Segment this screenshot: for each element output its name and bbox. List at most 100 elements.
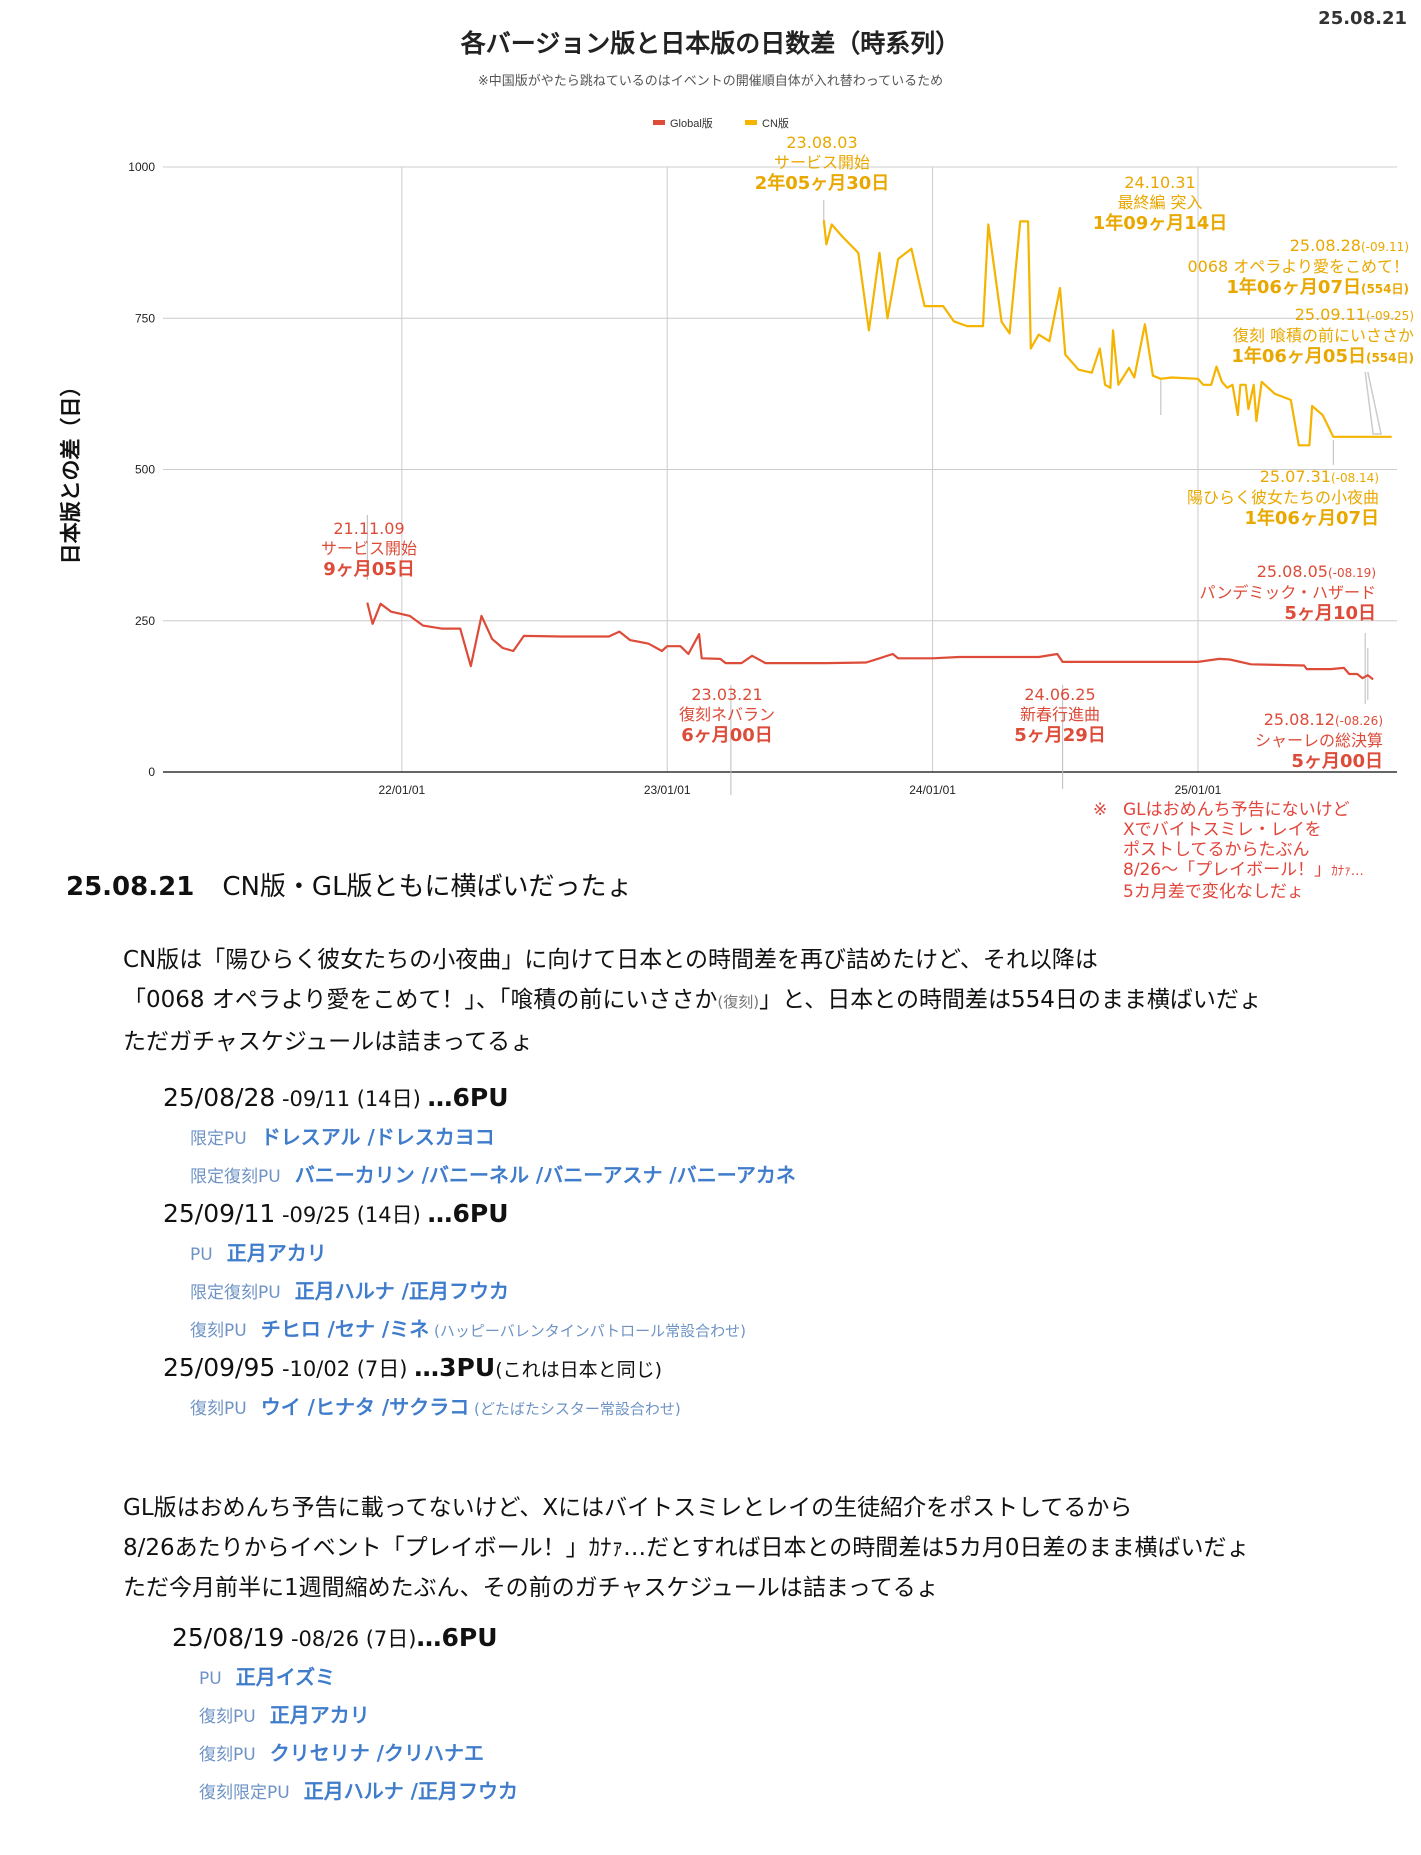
pickup-row: 復刻PU クリセリナ /クリハナエ: [199, 1734, 518, 1772]
annotation-date: 21.11.09: [333, 519, 405, 538]
schedule-start: 25/09/95: [163, 1353, 276, 1382]
annotation-diff: 1年06ヶ月05日: [1231, 346, 1366, 367]
annotation-diff: 5ヶ月10日: [1284, 603, 1376, 624]
annotation-diff: 6ヶ月00日: [681, 725, 773, 746]
note-line: 8/26～「プレイボール！」: [1123, 860, 1332, 880]
paragraph-line: ただ今月前半に1週間縮めたぶん、その前のガチャスケジュールは詰まってるょ: [123, 1575, 939, 1601]
annotation-event: パンデミック・ハザード: [1199, 583, 1376, 602]
annotation-date: 24.10.31: [1124, 173, 1196, 192]
pickup-names: ドレスアル /ドレスカヨコ: [260, 1125, 495, 1149]
annotation-event: 復刻 喰積の前にいささか: [1232, 326, 1414, 345]
annotation-cn-final: 24.10.31 最終編 突入 1年09ヶ月14日: [1093, 173, 1228, 235]
pickup-names: 正月アカリ: [226, 1241, 327, 1265]
annotation-date: 25.08.28: [1289, 236, 1361, 255]
pickup-row: 限定復刻PU 正月ハルナ /正月フウカ: [190, 1272, 796, 1310]
schedule-pu-count: …6PU: [427, 1199, 509, 1228]
gl-note: ※ GLはおめんち予告にないけど Xでバイトスミレ・レイを ポストしてるからたぶ…: [1093, 800, 1364, 902]
date-stamp: 25.08.21: [1318, 8, 1407, 29]
series-line-cn: [822, 220, 1392, 447]
annotation-gl-schale: 25.08.12(-08.26) シャーレの総決算 5ヶ月00日: [1255, 710, 1383, 773]
annotation-event: 陽ひらく彼女たちの小夜曲: [1186, 488, 1379, 507]
paragraph-line: GL版はおめんち予告に載ってないけど、Xにはバイトスミレとレイの生徒紹介をポスト…: [123, 1495, 1133, 1521]
legend-label: CN版: [762, 116, 789, 130]
schedule-pu-count: …6PU: [427, 1083, 509, 1112]
annotation-diff: 1年06ヶ月07日: [1226, 277, 1361, 298]
annotation-date: 23.03.21: [691, 685, 763, 704]
y-tick-label: 1000: [128, 160, 155, 174]
gl-paragraph: GL版はおめんち予告に載ってないけど、Xにはバイトスミレとレイの生徒紹介をポスト…: [123, 1488, 1250, 1608]
legend-label: Global版: [670, 116, 713, 130]
annotation-range: (-08.19): [1327, 566, 1376, 580]
pickup-row: PU 正月イズミ: [199, 1658, 518, 1696]
pickup-label: 復刻PU: [199, 1707, 256, 1727]
note-suffix: ｶﾅｧ…: [1331, 864, 1364, 879]
annotation-date: 25.07.31: [1259, 467, 1331, 486]
annotation-days: (554日): [1365, 351, 1414, 365]
annotation-diff: 5ヶ月29日: [1014, 725, 1106, 746]
pickup-names: 正月ハルナ /正月フウカ: [294, 1279, 509, 1303]
chart-title: 各バージョン版と日本版の日数差（時系列）: [460, 29, 961, 58]
paragraph-line: 」と、日本との時間差は554日のまま横ばいだょ: [759, 987, 1262, 1013]
note-line: 5カ月差で変化なしだょ: [1123, 882, 1304, 902]
annotation-event: 0068 オペラより愛をこめて！: [1187, 257, 1410, 276]
pickup-row: 復刻PU チヒロ /セナ /ミネ (ハッピーバレンタインパトロール常設合わせ): [190, 1310, 796, 1348]
annotation-date: 25.09.11: [1294, 305, 1366, 324]
annotation-cn-start: 23.08.03 サービス開始 2年05ヶ月30日: [755, 133, 890, 195]
annotation-range: (-08.26): [1334, 714, 1383, 728]
annotation-event: サービス開始: [320, 539, 418, 558]
line-chart: 0 250 500 750 1000 22/01/01 23/01/01 24/01/01 25…: [128, 116, 1397, 797]
annotation-event: シャーレの総決算: [1254, 731, 1383, 750]
y-axis-label: 日本版との差（日）: [59, 375, 83, 565]
pickup-label: PU: [190, 1245, 213, 1265]
annotation-cn-sayokyoku: 25.07.31(-08.14) 陽ひらく彼女たちの小夜曲 1年06ヶ月07日: [1187, 467, 1379, 530]
pickup-label: 復刻PU: [190, 1399, 247, 1419]
annotation-diff: 5ヶ月00日: [1291, 751, 1383, 772]
note-line: ポストしてるからたぶん: [1123, 840, 1310, 860]
schedule-heading: 25/08/28 -09/11 (14日) …6PU: [163, 1078, 796, 1118]
note-line: GLはおめんち予告にないけど: [1123, 800, 1350, 820]
legend-swatch: [745, 120, 757, 125]
paragraph-small: (復刻): [717, 993, 760, 1011]
x-tick-label: 23/01/01: [644, 783, 691, 797]
pickup-names: バニーカリン /バニーネル /バニーアスナ /バニーアカネ: [294, 1163, 796, 1187]
pickup-remark: (ハッピーバレンタインパトロール常設合わせ): [429, 1322, 747, 1340]
paragraph-line: CN版は「陽ひらく彼女たちの小夜曲」に向けて日本との時間差を再び詰めたけど、それ…: [123, 947, 1098, 973]
schedule-heading: 25/09/95 -10/02 (7日) …3PU(これは日本と同じ): [163, 1348, 796, 1388]
annotation-date: 24.06.25: [1024, 685, 1096, 704]
pickup-label: 復刻PU: [199, 1745, 256, 1765]
cn-schedule: 25/08/28 -09/11 (14日) …6PU 限定PU ドレスアル /ドレス…: [163, 1078, 796, 1426]
note-line: Xでバイトスミレ・レイを: [1123, 820, 1322, 840]
paragraph-line: ただガチャスケジュールは詰まってるょ: [123, 1029, 534, 1055]
annotation-date: 23.08.03: [786, 133, 858, 152]
series-line-global: [366, 602, 1374, 681]
y-tick-label: 250: [135, 614, 155, 628]
pickup-names: ウイ /ヒナタ /サクラコ: [260, 1395, 470, 1419]
annotation-event: サービス開始: [773, 153, 870, 172]
pickup-label: 限定復刻PU: [190, 1167, 281, 1187]
annotation-gl-nebaran: 23.03.21 復刻ネバラン 6ヶ月00日: [679, 685, 775, 747]
schedule-note: (これは日本と同じ): [495, 1359, 663, 1381]
schedule-range: -08/26 (7日): [284, 1627, 417, 1651]
post-date: 25.08.21: [66, 872, 195, 902]
pickup-names: 正月ハルナ /正月フウカ: [303, 1779, 518, 1803]
schedule-start: 25/09/11: [163, 1199, 276, 1228]
chart-subtitle: ※中国版がやたら跳ねているのはイベントの開催順自体が入れ替わっているため: [477, 74, 944, 89]
post-headline: CN版・GL版ともに横ばいだったょ: [222, 872, 633, 902]
y-tick-label: 0: [148, 765, 155, 779]
annotation-range: (-09.25): [1365, 309, 1414, 323]
legend-swatch: [653, 120, 665, 125]
pickup-row: PU 正月アカリ: [190, 1234, 796, 1272]
annotation-gl-shinshun: 24.06.25 新春行進曲 5ヶ月29日: [1014, 685, 1106, 747]
annotation-date: 25.08.05: [1256, 562, 1328, 581]
pickup-remark: (どたばたシスター常設合わせ): [469, 1400, 681, 1418]
annotation-diff: 2年05ヶ月30日: [754, 173, 890, 194]
annotation-date: 25.08.12: [1263, 710, 1335, 729]
post-heading: 25.08.21 CN版・GL版ともに横ばいだったょ: [66, 866, 633, 903]
paragraph-line: 8/26あたりからイベント「プレイボール！」ｶﾅｧ…だとすれば日本との時間差は5…: [123, 1535, 1250, 1561]
schedule-start: 25/08/19: [172, 1623, 285, 1652]
pickup-label: 復刻限定PU: [199, 1783, 290, 1803]
annotation-gl-start: 21.11.09 サービス開始 9ヶ月05日: [321, 519, 417, 581]
annotation-range: (-08.14): [1330, 471, 1379, 485]
pickup-label: 復刻PU: [190, 1321, 247, 1341]
annotation-leader-line: [1364, 371, 1383, 435]
